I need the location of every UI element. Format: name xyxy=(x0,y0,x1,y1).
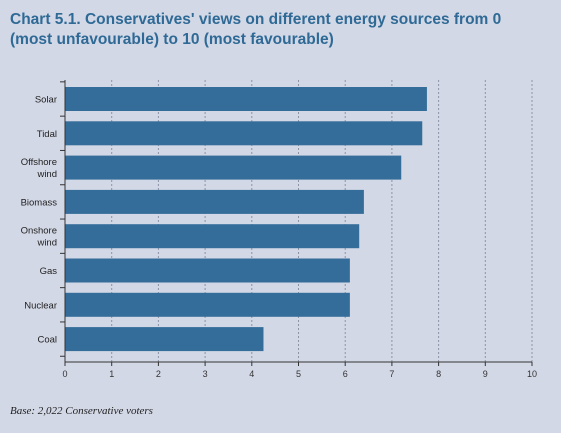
x-tick-label: 7 xyxy=(389,369,394,379)
chart-title-line-2: (most unfavourable) to 10 (most favourab… xyxy=(10,31,334,48)
bar xyxy=(65,189,364,214)
category-label: Offshore xyxy=(21,157,57,168)
category-label: Onshore xyxy=(21,226,57,237)
category-label: Gas xyxy=(40,266,58,277)
category-label: Coal xyxy=(37,335,57,346)
base-footnote: Base: 2,022 Conservative voters xyxy=(10,405,153,417)
x-tick-label: 10 xyxy=(527,369,537,379)
bar xyxy=(65,258,350,283)
bar xyxy=(65,155,402,180)
chart-title-line-1: Chart 5.1. Conservatives' views on diffe… xyxy=(10,11,502,28)
chart-title: Chart 5.1. Conservatives' views on diffe… xyxy=(10,10,550,50)
x-tick-label: 1 xyxy=(109,369,114,379)
category-label: Tidal xyxy=(37,129,57,140)
bar xyxy=(65,224,360,249)
x-tick-label: 2 xyxy=(156,369,161,379)
bar xyxy=(65,87,427,111)
x-tick-label: 9 xyxy=(483,369,488,379)
category-label: Nuclear xyxy=(24,300,57,311)
x-tick-label: 8 xyxy=(436,369,441,379)
bar xyxy=(65,327,264,352)
x-tick-label: 5 xyxy=(296,369,301,379)
category-label: Biomass xyxy=(21,197,58,208)
x-tick-label: 4 xyxy=(249,369,254,379)
category-label: wind xyxy=(36,169,57,180)
x-tick-label: 0 xyxy=(62,369,67,379)
x-tick-label: 3 xyxy=(203,369,208,379)
bar xyxy=(65,292,350,317)
x-tick-label: 6 xyxy=(343,369,348,379)
category-label: wind xyxy=(36,238,57,249)
category-label: Solar xyxy=(35,95,57,106)
bar xyxy=(65,121,423,146)
